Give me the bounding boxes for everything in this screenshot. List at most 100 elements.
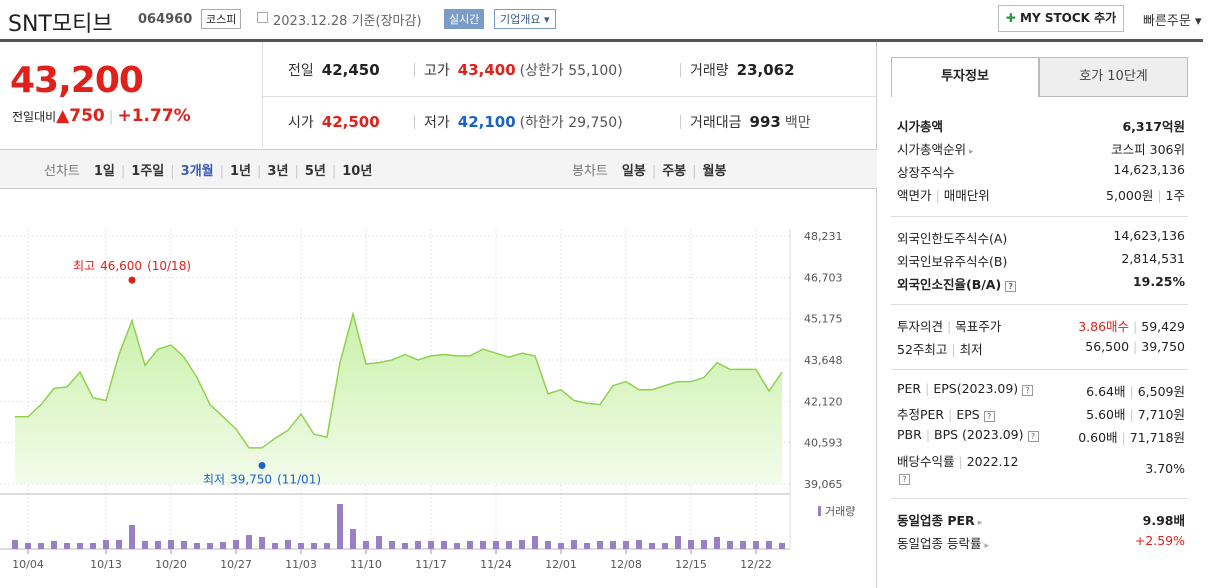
summary-value: 42,450 [321,61,380,79]
side-label-text: 외국인보유주식수(B) [897,254,1008,269]
candle-tab[interactable]: 일봉 [621,164,646,179]
side-value: 14,623,136 [1113,228,1185,247]
quick-order-text: 빠른주문 [1143,14,1191,29]
x-tick-label: 10/27 [220,558,252,571]
side-sep: | [935,188,940,203]
period-tab[interactable]: 3개월 [180,164,214,179]
low-annotation: 최저 39,750 (11/01) [203,472,321,486]
volume-bar [571,540,577,549]
volume-bar [168,540,174,549]
side-label-text: BPS (2023.09) [934,427,1024,442]
volume-bar [155,541,161,549]
volume-bar [402,543,408,549]
side-row: 추정PER | EPS? 5.60배 | 7,710원 [897,404,1185,423]
volume-bar [428,541,434,549]
summary-label: 거래대금 [690,115,742,131]
summary-item: 저가 42,100 (하한가 29,750) [424,112,623,132]
tab-label: 봉차트 [572,164,608,179]
date: 2023.12.28 기준(장마감) [273,10,422,29]
side-divider [891,369,1188,370]
side-sep: | [1133,319,1138,334]
overview-text: 기업개요 [500,13,541,26]
realtime-badge[interactable]: 실시간 [444,9,485,29]
volume-bar [207,543,213,549]
side-label: 동일업종 등락률 ▸ [897,533,989,552]
side-label: 상장주식수 [897,162,955,181]
side-value: 코스피 306위 [1111,139,1185,158]
volume-bar [77,543,83,549]
volume-bar [649,543,655,549]
volume-bar [38,543,44,549]
period-tab[interactable]: 1년 [230,164,252,179]
side-label: 외국인보유주식수(B) [897,251,1007,270]
side-label-text: 동일업종 PER [897,513,975,528]
chart: 48,231 46,703 45,175 43,648 42,120 40,593 39,0… [0,229,855,571]
side-label: 동일업종 PER ▸ [897,510,982,529]
candle-tab[interactable]: 주봉 [662,164,687,179]
volume-bar [103,540,109,549]
side-label-text: 52주최고 [897,342,948,357]
side-label-text: EPS(2023.09) [933,381,1019,396]
side-label-text: PER [897,381,922,396]
volume-bar [701,540,707,549]
side-sep: | [1121,430,1126,445]
period-tab[interactable]: 3년 [267,164,289,179]
tab-sep: | [331,164,337,179]
summary-label: 거래량 [690,63,729,79]
quick-order[interactable]: 빠른주문 ▾ [1143,14,1202,29]
y-tick-label: 43,648 [804,354,843,367]
side-label-text: 외국인소진율(B/A) [897,277,1002,292]
volume-bar [610,541,616,549]
change-label: 전일대비 [12,110,57,124]
side-row: 외국인한도주식수(A) 14,623,136 [897,228,1185,247]
side-sep: | [1129,407,1134,422]
volume-bar [506,541,512,549]
side-label-text: PBR [897,427,922,442]
tab-row: 선차트 1일 | 1주일 | 3개월 | 1년 | 3년 | 5년 | 10년 [44,160,372,179]
summary-item: 시가 42,500 [288,112,380,132]
tab-sep: | [120,164,126,179]
volume-bar [480,541,486,549]
y-tick-label: 40,593 [804,437,843,450]
volume-bar [532,536,538,549]
side-value: 5,000원 | 1주 [1106,185,1185,204]
side-value: 2,814,531 [1121,251,1185,270]
candle-tab[interactable]: 월봉 [702,164,727,179]
mystock-text: MY STOCK 추가 [1020,11,1117,25]
side-value-text: 0.60배 [1078,430,1118,445]
period-tab[interactable]: 10년 [342,164,373,179]
volume-bar [376,536,382,549]
side-sep: | [1133,339,1138,354]
overview-button[interactable]: 기업개요 ▾ [494,9,556,29]
side-label: 투자의견 | 목표주가 [897,316,1001,335]
side-value-text: 3.86매수 [1078,319,1130,334]
x-tick-label: 12/01 [545,558,577,571]
summary-value: 42,100 [457,113,516,131]
period-tab[interactable]: 5년 [304,164,326,179]
side-label-text: 추정PER [897,407,945,422]
divider [262,42,263,148]
basis: 기준(장마감) [351,14,422,29]
period-tab[interactable]: 1일 [93,164,115,179]
side-value-text: 9.98배 [1142,513,1185,528]
side-row: 동일업종 PER ▸ 9.98배 [897,510,1185,529]
volume-bar [389,541,395,549]
side-label-text: 시가총액 [897,119,944,134]
volume-bar [363,541,369,549]
side-sep: | [947,319,952,334]
mystock-button[interactable]: ✚ MY STOCK 추가 [998,5,1124,32]
x-tick-label: 10/04 [12,558,44,571]
side-label-text: 동일업종 등락률 [897,536,982,551]
side-tab[interactable]: 호가 10단계 [1039,57,1188,97]
volume-bar [584,543,590,549]
period-tab[interactable]: 1주일 [131,164,165,179]
volume-bar [727,541,733,549]
x-tick-label: 12/08 [610,558,642,571]
volume-bar [766,541,772,549]
volume-bar [311,543,317,549]
side-tab-active[interactable]: 투자정보 [891,57,1039,97]
summary-sep [680,63,681,77]
side-divider [891,304,1188,305]
side-value-text: 3.70% [1145,460,1185,476]
